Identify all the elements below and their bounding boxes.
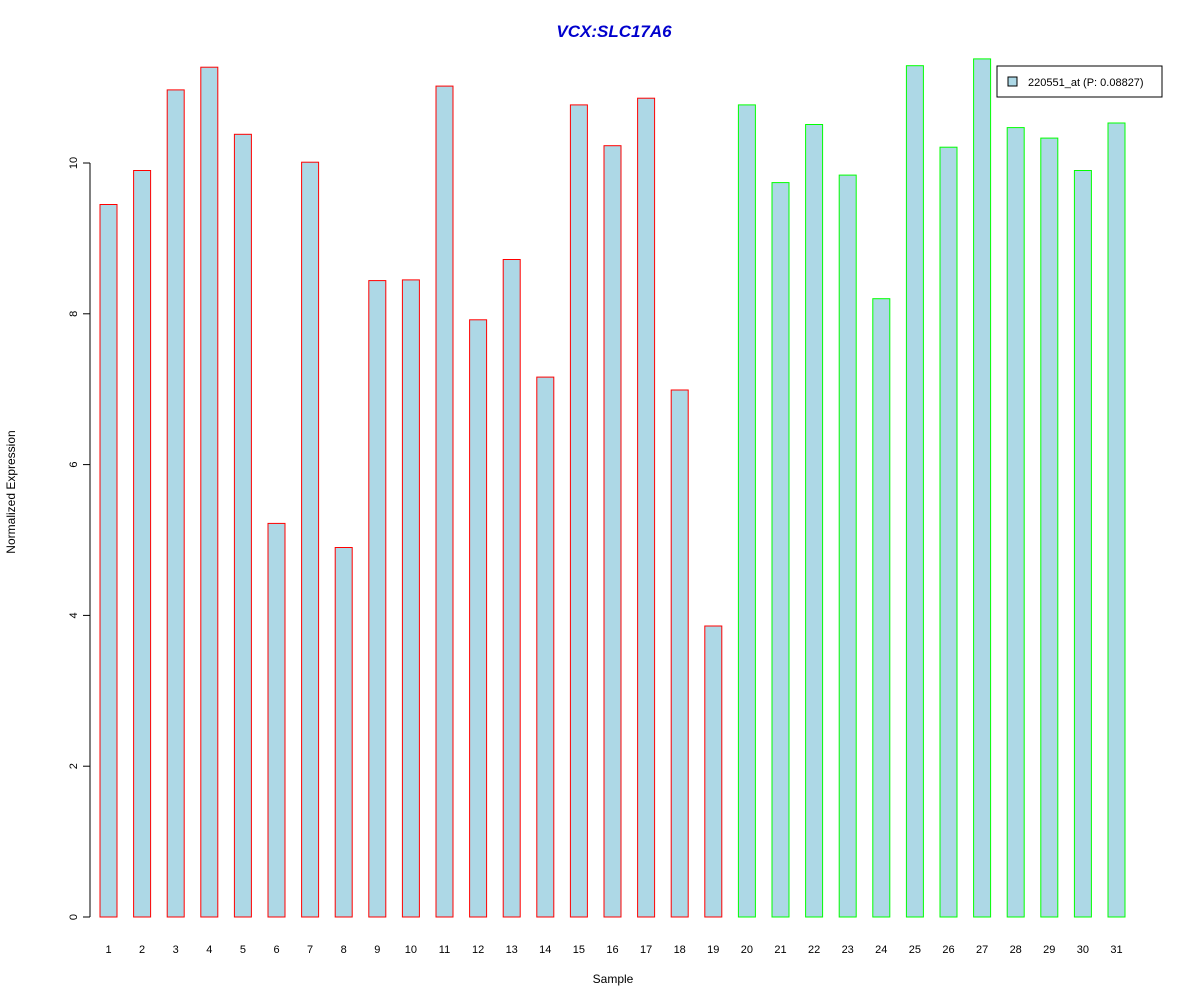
legend-label: 220551_at (P: 0.08827) (1028, 77, 1144, 89)
x-tick-label: 25 (909, 944, 921, 956)
bar-sample-19 (704, 625, 723, 918)
bar-sample-16 (603, 145, 622, 918)
x-tick-label: 4 (206, 944, 212, 956)
bar-sample-15 (569, 104, 588, 918)
x-tick-label: 19 (707, 944, 719, 956)
x-tick-label: 31 (1110, 944, 1122, 956)
bar-sample-21 (771, 182, 790, 918)
x-tick-label: 27 (976, 944, 988, 956)
x-tick-label: 7 (307, 944, 313, 956)
x-tick-label: 16 (606, 944, 618, 956)
x-tick-label: 9 (374, 944, 380, 956)
y-tick-label: 2 (68, 763, 80, 769)
x-tick-label: 12 (472, 944, 484, 956)
bar-sample-22 (805, 124, 824, 918)
x-tick-label: 20 (741, 944, 753, 956)
x-tick-label: 11 (439, 944, 450, 956)
y-tick-label: 4 (68, 612, 80, 618)
x-tick-label: 8 (341, 944, 347, 956)
x-tick-label: 23 (842, 944, 854, 956)
y-axis-label: Normalized Expression (4, 430, 18, 553)
bars-group (99, 58, 1126, 918)
bar-sample-18 (670, 389, 689, 918)
bar-sample-8 (334, 547, 353, 918)
bar-sample-30 (1073, 170, 1092, 918)
y-axis: 0 2 4 6 8 10 (68, 157, 91, 920)
bar-sample-31 (1107, 122, 1126, 918)
x-tick-label: 3 (173, 944, 179, 956)
bar-sample-26 (939, 146, 958, 918)
bar-sample-6 (267, 522, 286, 918)
legend-box (996, 65, 1163, 98)
x-tick-label: 17 (640, 944, 652, 956)
x-axis-label: Sample (593, 972, 634, 986)
bar-sample-20 (737, 104, 756, 918)
bar-sample-29 (1040, 137, 1059, 918)
bar-sample-2 (133, 170, 152, 918)
bar-sample-24 (872, 298, 891, 918)
x-tick-labels: 1 2 3 4 5 6 7 8 9 10 11 12 13 14 15 16 17 18 19 20 21 22 23 24 2… (105, 944, 1122, 956)
x-tick-label: 22 (808, 944, 820, 956)
x-tick-label: 29 (1043, 944, 1055, 956)
y-tick-label: 0 (68, 914, 80, 920)
x-tick-label: 1 (105, 944, 111, 956)
bar-sample-12 (469, 319, 488, 918)
y-tick-label: 10 (68, 157, 80, 169)
x-tick-label: 5 (240, 944, 246, 956)
chart-title: VCX:SLC17A6 (556, 22, 672, 41)
bar-sample-11 (435, 85, 454, 918)
bar-sample-9 (368, 280, 387, 918)
x-tick-label: 26 (942, 944, 954, 956)
x-tick-label: 24 (875, 944, 887, 956)
x-tick-label: 28 (1010, 944, 1022, 956)
bar-sample-7 (301, 161, 320, 918)
bar-sample-13 (502, 259, 521, 918)
bar-sample-28 (1006, 127, 1025, 918)
bar-sample-27 (973, 58, 992, 918)
x-tick-label: 15 (573, 944, 585, 956)
bar-sample-4 (200, 66, 219, 918)
bar-sample-17 (637, 97, 656, 918)
x-tick-label: 30 (1077, 944, 1089, 956)
x-tick-label: 10 (405, 944, 417, 956)
y-tick-label: 6 (68, 462, 80, 468)
bar-sample-1 (99, 204, 118, 918)
legend-swatch (1007, 76, 1018, 87)
x-tick-label: 2 (139, 944, 145, 956)
x-tick-label: 14 (539, 944, 551, 956)
x-tick-label: 13 (506, 944, 518, 956)
x-tick-label: 21 (774, 944, 786, 956)
bar-sample-10 (401, 279, 420, 918)
x-tick-label: 18 (674, 944, 686, 956)
bar-sample-25 (905, 65, 924, 918)
x-tick-label: 6 (273, 944, 279, 956)
legend: 220551_at (P: 0.08827) (996, 65, 1163, 98)
bar-sample-3 (166, 89, 185, 918)
y-tick-label: 8 (68, 311, 80, 317)
bar-sample-23 (838, 174, 857, 918)
bar-sample-5 (233, 133, 252, 918)
bar-sample-14 (536, 376, 555, 918)
